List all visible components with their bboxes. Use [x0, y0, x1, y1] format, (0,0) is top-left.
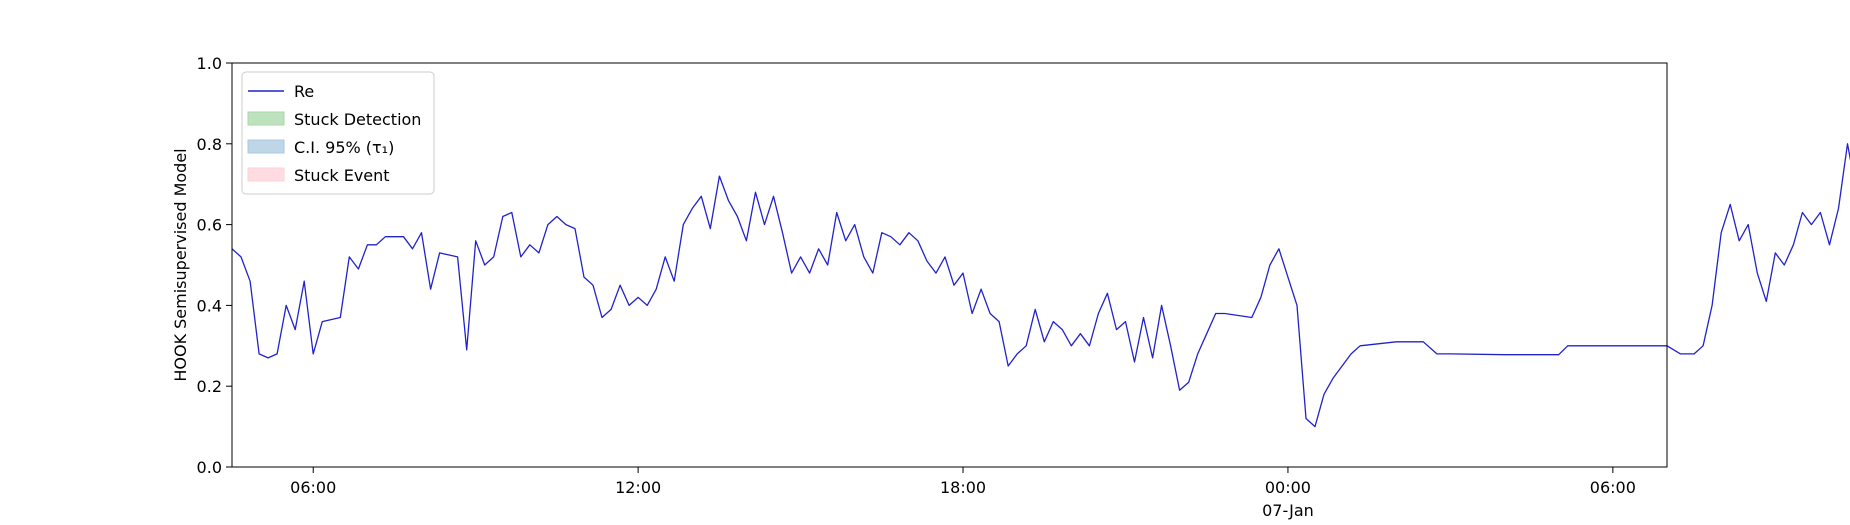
legend-label-3: Stuck Event — [294, 166, 390, 185]
legend-box — [241, 71, 435, 195]
y-tick-label-1: 0.2 — [197, 377, 222, 396]
x-tick-date-label-3: 07-Jan — [1262, 501, 1314, 520]
y-tick-label-4: 0.8 — [197, 135, 222, 154]
y-tick-label-0: 0.0 — [197, 458, 222, 477]
series-layer — [231, 143, 1850, 428]
x-tick-label-3: 00:00 — [1265, 478, 1311, 497]
plot-frame — [231, 62, 1668, 468]
x-tick-label-1: 12:00 — [615, 478, 661, 497]
legend-swatch-1 — [247, 111, 285, 126]
legend-swatch-2 — [247, 139, 285, 154]
x-tick-label-0: 06:00 — [290, 478, 336, 497]
y-axis-label: HOOK Semisupervised Model — [171, 148, 190, 381]
x-tick-label-4: 06:00 — [1590, 478, 1636, 497]
legend-label-1: Stuck Detection — [294, 110, 421, 129]
legend: Re Stuck Detection C.I. 95% (τ₁) Stuck Even… — [241, 71, 435, 195]
legend-label-0: Re — [294, 82, 314, 101]
legend-swatch-3 — [247, 167, 285, 182]
y-axis: 0.0 0.2 0.4 0.6 0.8 1.0 — [197, 54, 232, 477]
y-tick-label-3: 0.6 — [197, 216, 222, 235]
y-tick-label-5: 1.0 — [197, 54, 222, 73]
x-tick-label-2: 18:00 — [940, 478, 986, 497]
y-tick-label-2: 0.4 — [197, 296, 222, 315]
legend-label-2: C.I. 95% (τ₁) — [294, 138, 394, 157]
series-line-0 — [231, 143, 1850, 428]
